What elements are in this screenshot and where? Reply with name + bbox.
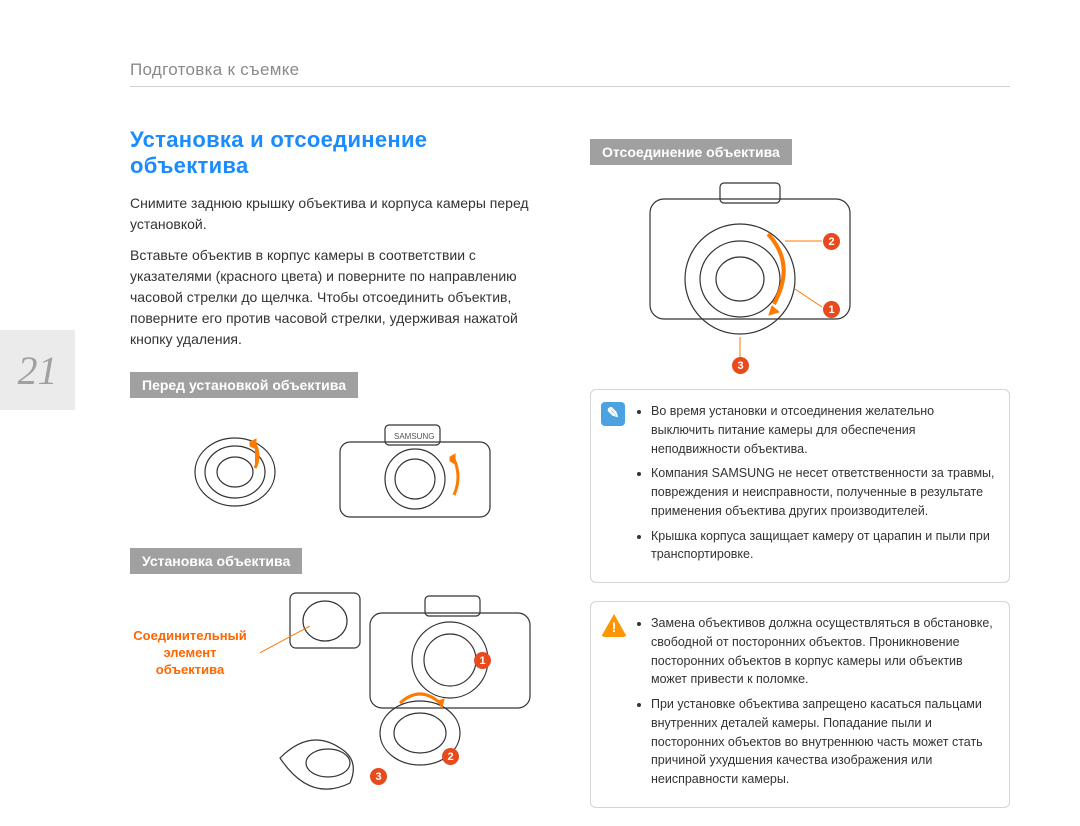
column-right: Отсоединение объектива 1 2 3 <box>590 127 1010 826</box>
marker-3: 3 <box>732 357 749 374</box>
section-title: Установка и отсоединение объектива <box>130 127 550 179</box>
note-warning-list: Замена объективов должна осуществляться … <box>637 614 995 789</box>
marker-2: 2 <box>823 233 840 250</box>
page-number-tab: 21 <box>0 330 75 410</box>
figure-attach: Соединительный элемент объектива <box>130 588 550 803</box>
note-item: Замена объективов должна осуществляться … <box>651 614 995 689</box>
marker-3: 3 <box>370 768 387 785</box>
note-item: При установке объектива запрещено касать… <box>651 695 995 789</box>
columns: Установка и отсоединение объектива Сними… <box>130 127 1010 826</box>
chapter-header: Подготовка к съемке <box>130 60 1010 87</box>
note-info-box: ✎ Во время установки и отсоединения жела… <box>590 389 1010 583</box>
marker-2: 2 <box>442 748 459 765</box>
note-warning-box: ! Замена объективов должна осуществлятьс… <box>590 601 1010 808</box>
callout-line-3: объектива <box>130 662 250 679</box>
warning-icon: ! <box>601 614 627 637</box>
marker-1: 1 <box>474 652 491 669</box>
figure-before-attach: SAMSUNG <box>130 412 550 532</box>
subheading-attach: Установка объектива <box>130 548 302 574</box>
callout-line-2: элемент <box>130 645 250 662</box>
lens-illustration <box>180 422 290 522</box>
page-content: Подготовка к съемке Установка и отсоедин… <box>130 60 1010 795</box>
attach-illustration <box>260 588 540 798</box>
svg-text:SAMSUNG: SAMSUNG <box>394 432 434 441</box>
note-item: Во время установки и отсоединения желате… <box>651 402 995 458</box>
info-icon: ✎ <box>601 402 625 426</box>
note-item: Компания SAMSUNG не несет ответственност… <box>651 464 995 520</box>
callout-line-1: Соединительный <box>130 628 250 645</box>
detach-illustration <box>590 179 890 379</box>
figure-detach: 1 2 3 <box>590 179 1010 379</box>
column-left: Установка и отсоединение объектива Сними… <box>130 127 550 826</box>
note-info-list: Во время установки и отсоединения желате… <box>637 402 995 564</box>
subheading-before-attach: Перед установкой объектива <box>130 372 358 398</box>
camera-body-illustration: SAMSUNG <box>330 417 500 527</box>
intro-paragraph-2: Вставьте объектив в корпус камеры в соот… <box>130 245 550 350</box>
intro-paragraph-1: Снимите заднюю крышку объектива и корпус… <box>130 193 550 235</box>
note-item: Крышка корпуса защищает камеру от царапи… <box>651 527 995 565</box>
marker-1: 1 <box>823 301 840 318</box>
subheading-detach: Отсоединение объектива <box>590 139 792 165</box>
callout-lens-contact: Соединительный элемент объектива <box>130 588 250 679</box>
page-number: 21 <box>18 347 58 394</box>
